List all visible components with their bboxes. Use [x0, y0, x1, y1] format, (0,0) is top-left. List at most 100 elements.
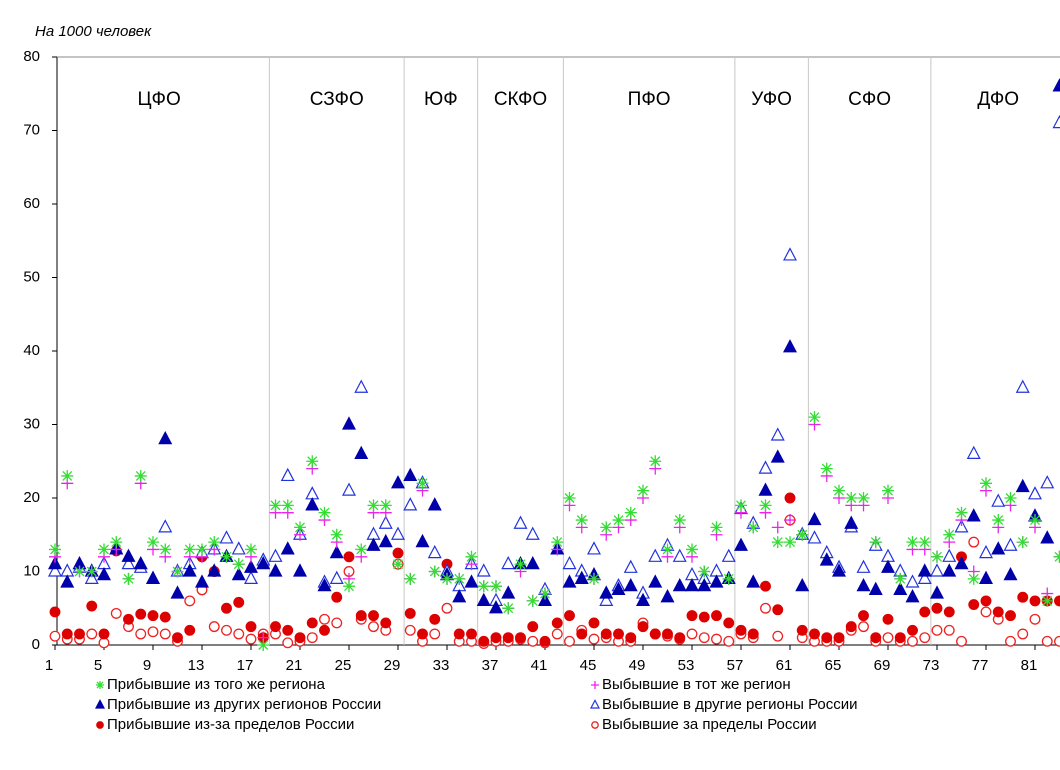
triangle-marker [942, 563, 957, 577]
circle-marker [907, 624, 918, 636]
circle-marker [404, 607, 416, 619]
triangle-marker [917, 570, 932, 584]
circle-marker [600, 628, 612, 640]
asterisk-marker [820, 462, 833, 475]
triangle-marker [452, 589, 467, 603]
circle-marker [637, 621, 649, 633]
triangle-marker [1040, 475, 1055, 489]
circle-marker [551, 628, 563, 640]
plus-marker [784, 514, 796, 527]
circle-marker [86, 600, 98, 612]
circle-marker [588, 633, 600, 645]
circle-marker [233, 628, 245, 640]
asterisk-marker [882, 484, 894, 497]
triangle-marker [930, 563, 944, 577]
asterisk-marker [428, 565, 441, 578]
circle-marker [882, 632, 894, 644]
triangle-marker [158, 431, 173, 445]
circle-marker [221, 602, 232, 614]
triangle-marker [403, 497, 418, 511]
asterisk-marker [343, 580, 355, 593]
triangle-marker [832, 563, 846, 577]
y-tick-label: 30 [23, 415, 40, 432]
triangle-marker [219, 530, 234, 544]
circle-marker [478, 635, 490, 647]
asterisk-marker [196, 543, 208, 556]
plus-marker [771, 521, 784, 534]
circle-marker [760, 602, 771, 614]
asterisk-marker [502, 602, 515, 615]
asterisk-marker [416, 477, 429, 490]
triangle-marker [770, 449, 785, 463]
circle-marker [968, 599, 980, 611]
district-label: ЮФ [424, 89, 458, 110]
asterisk-marker [85, 565, 98, 578]
asterisk-marker [894, 572, 907, 585]
district-label: ДФО [977, 89, 1019, 110]
circle-marker [662, 628, 673, 640]
circle-marker [380, 617, 392, 629]
circle-marker [784, 492, 796, 504]
circle-marker [294, 632, 306, 644]
asterisk-marker [1053, 550, 1060, 563]
triangle-marker [979, 570, 993, 584]
circle-marker [1029, 595, 1041, 607]
triangle-marker [403, 467, 418, 482]
x-tick-label: 49 [629, 657, 646, 674]
triangle-marker [133, 555, 148, 570]
circle-marker [1005, 610, 1016, 622]
triangle-marker [623, 578, 638, 592]
x-tick-label: 81 [1021, 657, 1038, 674]
triangle-marker [648, 548, 663, 562]
circle-marker [147, 610, 159, 622]
x-tick-label: 5 [94, 657, 102, 674]
x-tick-label: 41 [531, 657, 548, 674]
triangle-marker [391, 475, 405, 489]
triangle-marker [758, 460, 773, 474]
plus-marker [591, 681, 599, 689]
triangle-marker [476, 563, 491, 577]
circle-marker [270, 621, 281, 633]
circle-marker [870, 632, 882, 644]
triangle-marker [844, 515, 859, 529]
asterisk-marker [269, 499, 282, 512]
x-tick-label: 61 [776, 657, 793, 674]
triangle-marker [354, 379, 369, 393]
circle-marker [772, 604, 784, 616]
asterisk-marker [441, 572, 453, 585]
circle-marker [123, 613, 134, 625]
asterisk-marker [147, 536, 159, 549]
asterisk-marker [612, 514, 625, 527]
y-tick-label: 0 [32, 636, 40, 653]
circle-marker [735, 624, 747, 636]
circle-marker [674, 632, 686, 644]
triangle-marker [60, 574, 75, 588]
triangle-marker [590, 699, 600, 709]
circle-marker [221, 624, 232, 636]
triangle-marker [207, 563, 222, 577]
circle-marker [1054, 595, 1060, 607]
triangle-marker [611, 581, 626, 595]
triangle-marker [697, 578, 712, 592]
triangle-marker [709, 574, 724, 588]
asterisk-marker [98, 543, 110, 556]
triangle-marker [391, 526, 405, 540]
circle-marker [698, 611, 710, 623]
triangle-marker [721, 548, 736, 562]
y-tick-label: 20 [23, 489, 40, 506]
triangle-marker [672, 548, 687, 562]
circle-marker [515, 632, 526, 644]
y-tick-label: 10 [23, 562, 40, 579]
asterisk-marker [1029, 514, 1041, 527]
triangle-marker [182, 563, 197, 577]
asterisk-marker [845, 492, 858, 504]
asterisk-marker [306, 455, 319, 468]
x-tick-label: 57 [727, 657, 744, 674]
circle-marker [796, 624, 808, 636]
asterisk-marker [833, 484, 845, 497]
circle-marker [943, 624, 955, 636]
y-tick-label: 40 [23, 342, 40, 359]
triangle-marker [783, 247, 797, 261]
asterisk-marker [318, 506, 331, 519]
triangle-marker [48, 555, 62, 570]
